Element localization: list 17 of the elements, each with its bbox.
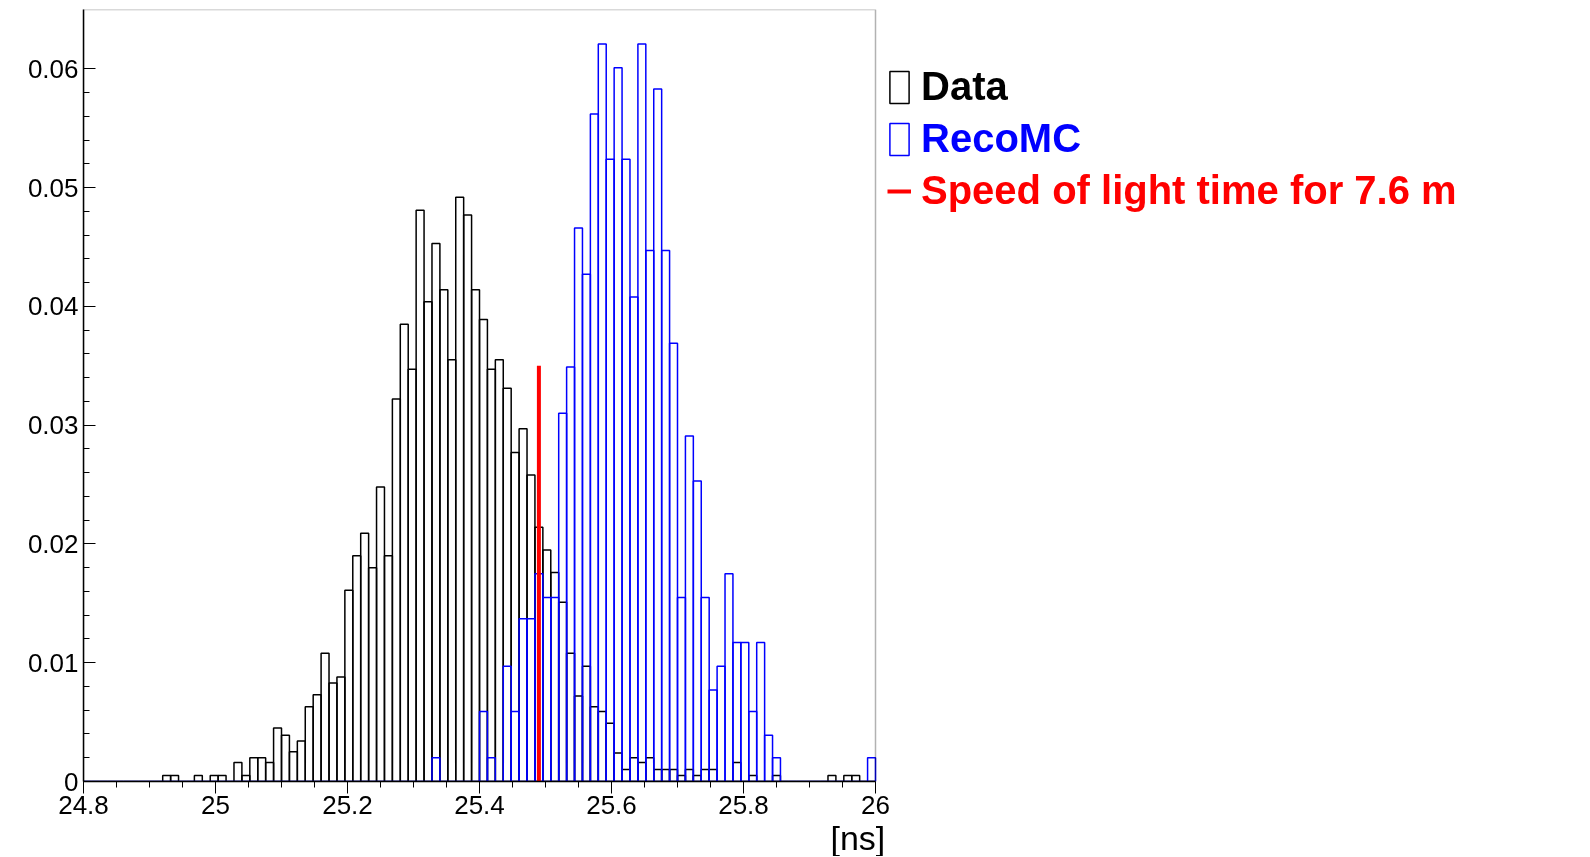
y-tick-label: 0.03 [27, 410, 79, 441]
x-tick-label: 26 [861, 789, 890, 820]
legend-label: RecoMC [921, 116, 1082, 161]
y-tick-label: 0.04 [27, 291, 79, 322]
x-tick-label: 25.4 [454, 789, 505, 820]
legend-label: Data [921, 64, 1008, 109]
x-tick-label: 25.6 [586, 789, 637, 820]
y-tick-label: 0.02 [27, 528, 79, 559]
x-tick-label: 25 [201, 789, 230, 820]
legend-label: Speed of light time for 7.6 m [921, 168, 1457, 213]
x-tick-label: 25.8 [718, 789, 769, 820]
y-tick-label: 0 [64, 766, 79, 797]
x-tick-label: 25.2 [322, 789, 373, 820]
y-tick-label: 0.05 [27, 172, 79, 203]
y-tick-label: 0.06 [27, 53, 79, 84]
x-axis-title: [ns] [830, 818, 886, 857]
y-tick-label: 0.01 [27, 647, 79, 678]
